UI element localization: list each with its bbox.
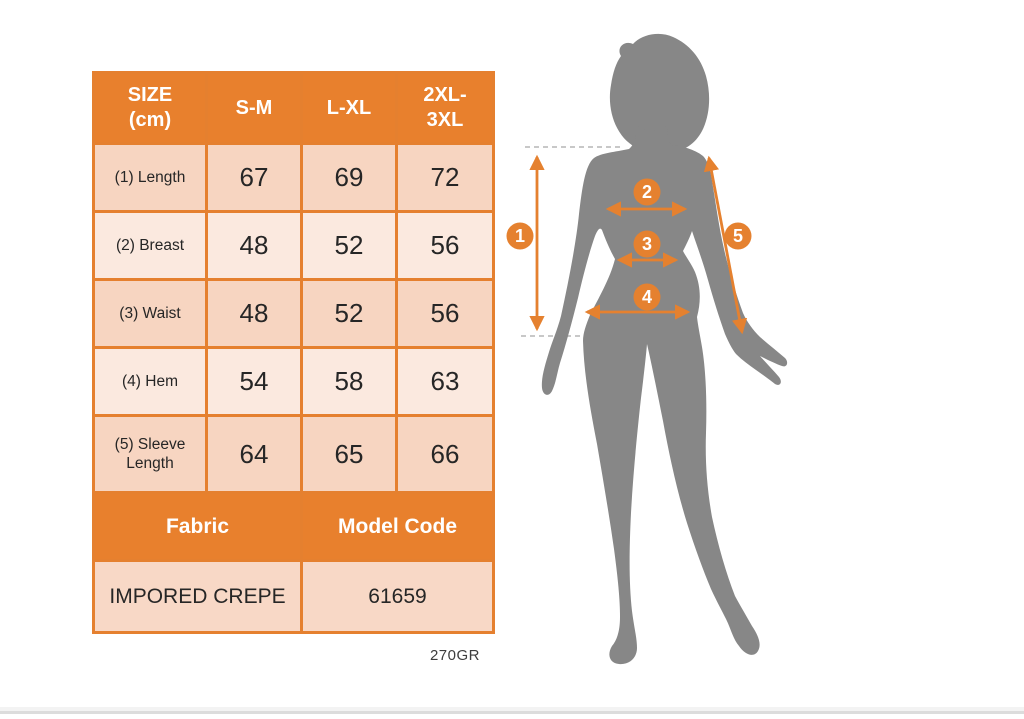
size-table: SIZE (cm) S-M L-XL 2XL-3XL (1) Length 67… — [92, 71, 495, 634]
size-table-header-row: SIZE (cm) S-M L-XL 2XL-3XL — [92, 71, 495, 145]
waist-lxl: 52 — [300, 278, 398, 349]
measurement-figure: 1 2 3 4 5 — [506, 33, 788, 665]
table-row-hem: (4) Hem 54 58 63 — [92, 346, 495, 417]
column-header-sm: S-M — [205, 71, 303, 145]
page-bottom-edge-line — [0, 711, 1024, 714]
marker-number-1: 1 — [515, 226, 525, 246]
waist-sm: 48 — [205, 278, 303, 349]
marker-number-4: 4 — [642, 287, 652, 307]
fabric-weight-note: 270GR — [429, 647, 480, 664]
marker-number-3: 3 — [642, 234, 652, 254]
marker-number-2: 2 — [642, 182, 652, 202]
model-code-value: 61659 — [300, 559, 495, 634]
column-header-lxl: L-XL — [300, 71, 398, 145]
row-label-waist: (3) Waist — [92, 278, 208, 349]
waist-2xl3xl: 56 — [395, 278, 495, 349]
table-row-sleeve-length: (5) Sleeve Length 64 65 66 — [92, 414, 495, 494]
fabric-value-row: IMPORED CREPE 61659 — [92, 559, 495, 634]
row-label-hem: (4) Hem — [92, 346, 208, 417]
measure-arrow-5-sleeve — [703, 155, 748, 335]
marker-badge-2: 2 — [633, 178, 661, 206]
row-label-sleeve-length: (5) Sleeve Length — [92, 414, 208, 494]
marker-badge-3: 3 — [633, 230, 661, 258]
column-header-2xl3xl: 2XL-3XL — [395, 71, 495, 145]
breast-lxl: 52 — [300, 210, 398, 281]
table-row-length: (1) Length 67 69 72 — [92, 142, 495, 213]
sleeve-sm: 64 — [205, 414, 303, 494]
fabric-value: IMPORED CREPE — [92, 559, 303, 634]
marker-badge-1: 1 — [506, 222, 534, 250]
length-lxl: 69 — [300, 142, 398, 213]
breast-sm: 48 — [205, 210, 303, 281]
row-label-breast: (2) Breast — [92, 210, 208, 281]
model-code-header: Model Code — [300, 491, 495, 562]
fabric-header: Fabric — [92, 491, 303, 562]
page-edge-shadow — [0, 707, 1024, 711]
marker-badge-4: 4 — [633, 283, 661, 311]
fabric-header-row: Fabric Model Code — [92, 491, 495, 562]
table-row-waist: (3) Waist 48 52 56 — [92, 278, 495, 349]
marker-number-5: 5 — [733, 226, 743, 246]
column-header-size-cm: SIZE (cm) — [92, 71, 208, 145]
sleeve-2xl3xl: 66 — [395, 414, 495, 494]
table-row-breast: (2) Breast 48 52 56 — [92, 210, 495, 281]
marker-badge-5: 5 — [724, 222, 752, 250]
hem-lxl: 58 — [300, 346, 398, 417]
hem-2xl3xl: 63 — [395, 346, 495, 417]
sleeve-lxl: 65 — [300, 414, 398, 494]
length-sm: 67 — [205, 142, 303, 213]
row-label-length: (1) Length — [92, 142, 208, 213]
breast-2xl3xl: 56 — [395, 210, 495, 281]
hem-sm: 54 — [205, 346, 303, 417]
silhouette-hair — [609, 33, 710, 154]
silhouette-body — [541, 126, 788, 665]
length-2xl3xl: 72 — [395, 142, 495, 213]
